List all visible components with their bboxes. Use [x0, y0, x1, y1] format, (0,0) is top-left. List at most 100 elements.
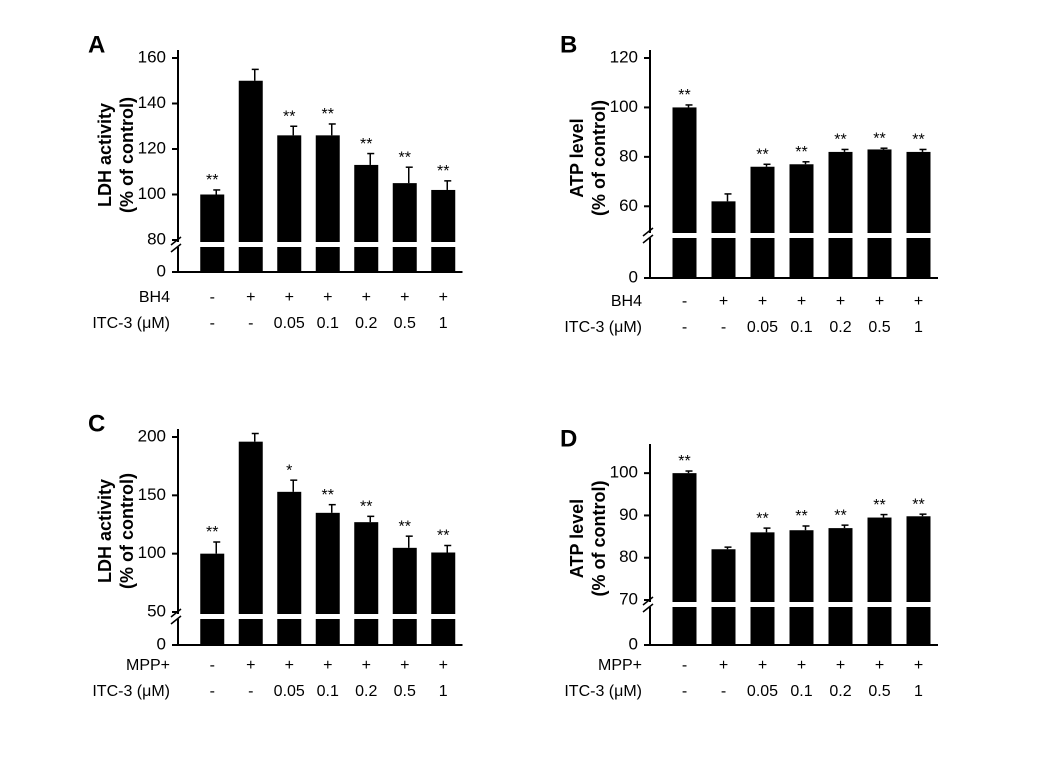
axis-break — [642, 233, 940, 238]
panel-label: A — [88, 31, 105, 58]
bar — [200, 194, 225, 272]
treatment-level: + — [285, 657, 294, 674]
bar — [672, 107, 697, 278]
bar — [750, 166, 775, 278]
treatment-name: MPP+ — [598, 657, 642, 674]
significance: ** — [206, 524, 218, 541]
treatment-level: 0.05 — [747, 683, 778, 700]
treatment-level: 0.5 — [868, 319, 890, 336]
panel-label: B — [560, 31, 577, 58]
treatment-level: - — [210, 657, 215, 674]
treatment-level: - — [210, 683, 215, 700]
panel-label: D — [560, 425, 577, 452]
axis-break-mark — [170, 243, 182, 253]
bar — [392, 183, 417, 272]
treatment-level: 0.05 — [274, 683, 305, 700]
significance: ** — [912, 496, 924, 513]
treatment-level: + — [719, 657, 728, 674]
treatment-level: + — [914, 293, 923, 310]
y-axis-label: (% of control) — [589, 100, 609, 216]
y-tick-label: 0 — [157, 634, 166, 653]
treatment-level: + — [914, 657, 923, 674]
bar — [431, 552, 456, 645]
treatment-level: - — [721, 683, 726, 700]
treatment-level: + — [400, 289, 409, 306]
bar — [315, 512, 340, 645]
y-tick-label: 70 — [619, 589, 638, 608]
significance: ** — [756, 510, 768, 527]
significance: ** — [283, 108, 295, 125]
treatment-level: 0.1 — [790, 319, 812, 336]
treatment-level: 0.5 — [868, 683, 890, 700]
treatment-level: - — [248, 315, 253, 332]
axis-break-mark — [642, 227, 654, 237]
significance: ** — [678, 87, 690, 104]
y-tick-label: 100 — [138, 543, 166, 562]
treatment-level: + — [836, 293, 845, 310]
treatment-level: - — [248, 683, 253, 700]
y-tick-label: 90 — [619, 505, 638, 524]
y-tick-label: 0 — [629, 267, 638, 286]
significance: ** — [360, 136, 372, 153]
treatment-level: - — [682, 683, 687, 700]
significance: ** — [437, 528, 449, 545]
bar — [906, 151, 931, 278]
bar — [711, 549, 736, 645]
y-tick-label: 0 — [157, 261, 166, 280]
y-tick-label: 160 — [138, 47, 166, 66]
axis-break-mark — [642, 596, 654, 606]
bar — [200, 553, 225, 645]
treatment-level: 0.05 — [747, 319, 778, 336]
treatment-level: + — [400, 657, 409, 674]
treatment-name: BH4 — [611, 293, 642, 310]
axis-break-mark — [170, 615, 182, 625]
treatment-name: ITC-3 (μM) — [564, 683, 642, 700]
treatment-level: 0.05 — [274, 315, 305, 332]
treatment-level: 1 — [439, 315, 448, 332]
axis-break — [170, 242, 465, 247]
treatment-level: - — [682, 657, 687, 674]
significance: ** — [399, 518, 411, 535]
significance: ** — [873, 497, 885, 514]
bar — [315, 135, 340, 272]
significance: ** — [795, 508, 807, 525]
y-axis-label: LDH activity — [95, 103, 115, 207]
significance: ** — [873, 130, 885, 147]
treatment-level: + — [323, 657, 332, 674]
y-tick-label: 100 — [138, 184, 166, 203]
y-tick-label: 0 — [629, 634, 638, 653]
treatment-level: - — [210, 315, 215, 332]
significance: ** — [756, 146, 768, 163]
treatment-name: BH4 — [139, 289, 170, 306]
significance: ** — [322, 487, 334, 504]
treatment-name: ITC-3 (μM) — [564, 319, 642, 336]
treatment-level: + — [797, 657, 806, 674]
significance: ** — [834, 507, 846, 524]
significance: ** — [795, 144, 807, 161]
y-tick-label: 120 — [610, 47, 638, 66]
y-axis-label: (% of control) — [117, 97, 137, 213]
y-tick-label: 140 — [138, 93, 166, 112]
treatment-level: 0.1 — [317, 315, 339, 332]
significance: ** — [834, 132, 846, 149]
treatment-level: 0.2 — [829, 683, 851, 700]
y-tick-label: 80 — [619, 146, 638, 165]
treatment-level: - — [210, 289, 215, 306]
treatment-name: ITC-3 (μM) — [92, 683, 170, 700]
treatment-level: + — [246, 289, 255, 306]
bar — [354, 522, 379, 645]
significance: ** — [399, 149, 411, 166]
bar — [672, 473, 697, 645]
significance: ** — [360, 499, 372, 516]
bar — [828, 151, 853, 278]
bar — [711, 201, 736, 278]
bar — [431, 189, 456, 272]
treatment-level: + — [323, 289, 332, 306]
treatment-level: - — [721, 319, 726, 336]
y-tick-label: 80 — [147, 229, 166, 248]
y-tick-label: 200 — [138, 426, 166, 445]
significance: ** — [437, 163, 449, 180]
bar — [789, 164, 814, 278]
y-tick-label: 100 — [610, 97, 638, 116]
bar — [867, 517, 892, 645]
